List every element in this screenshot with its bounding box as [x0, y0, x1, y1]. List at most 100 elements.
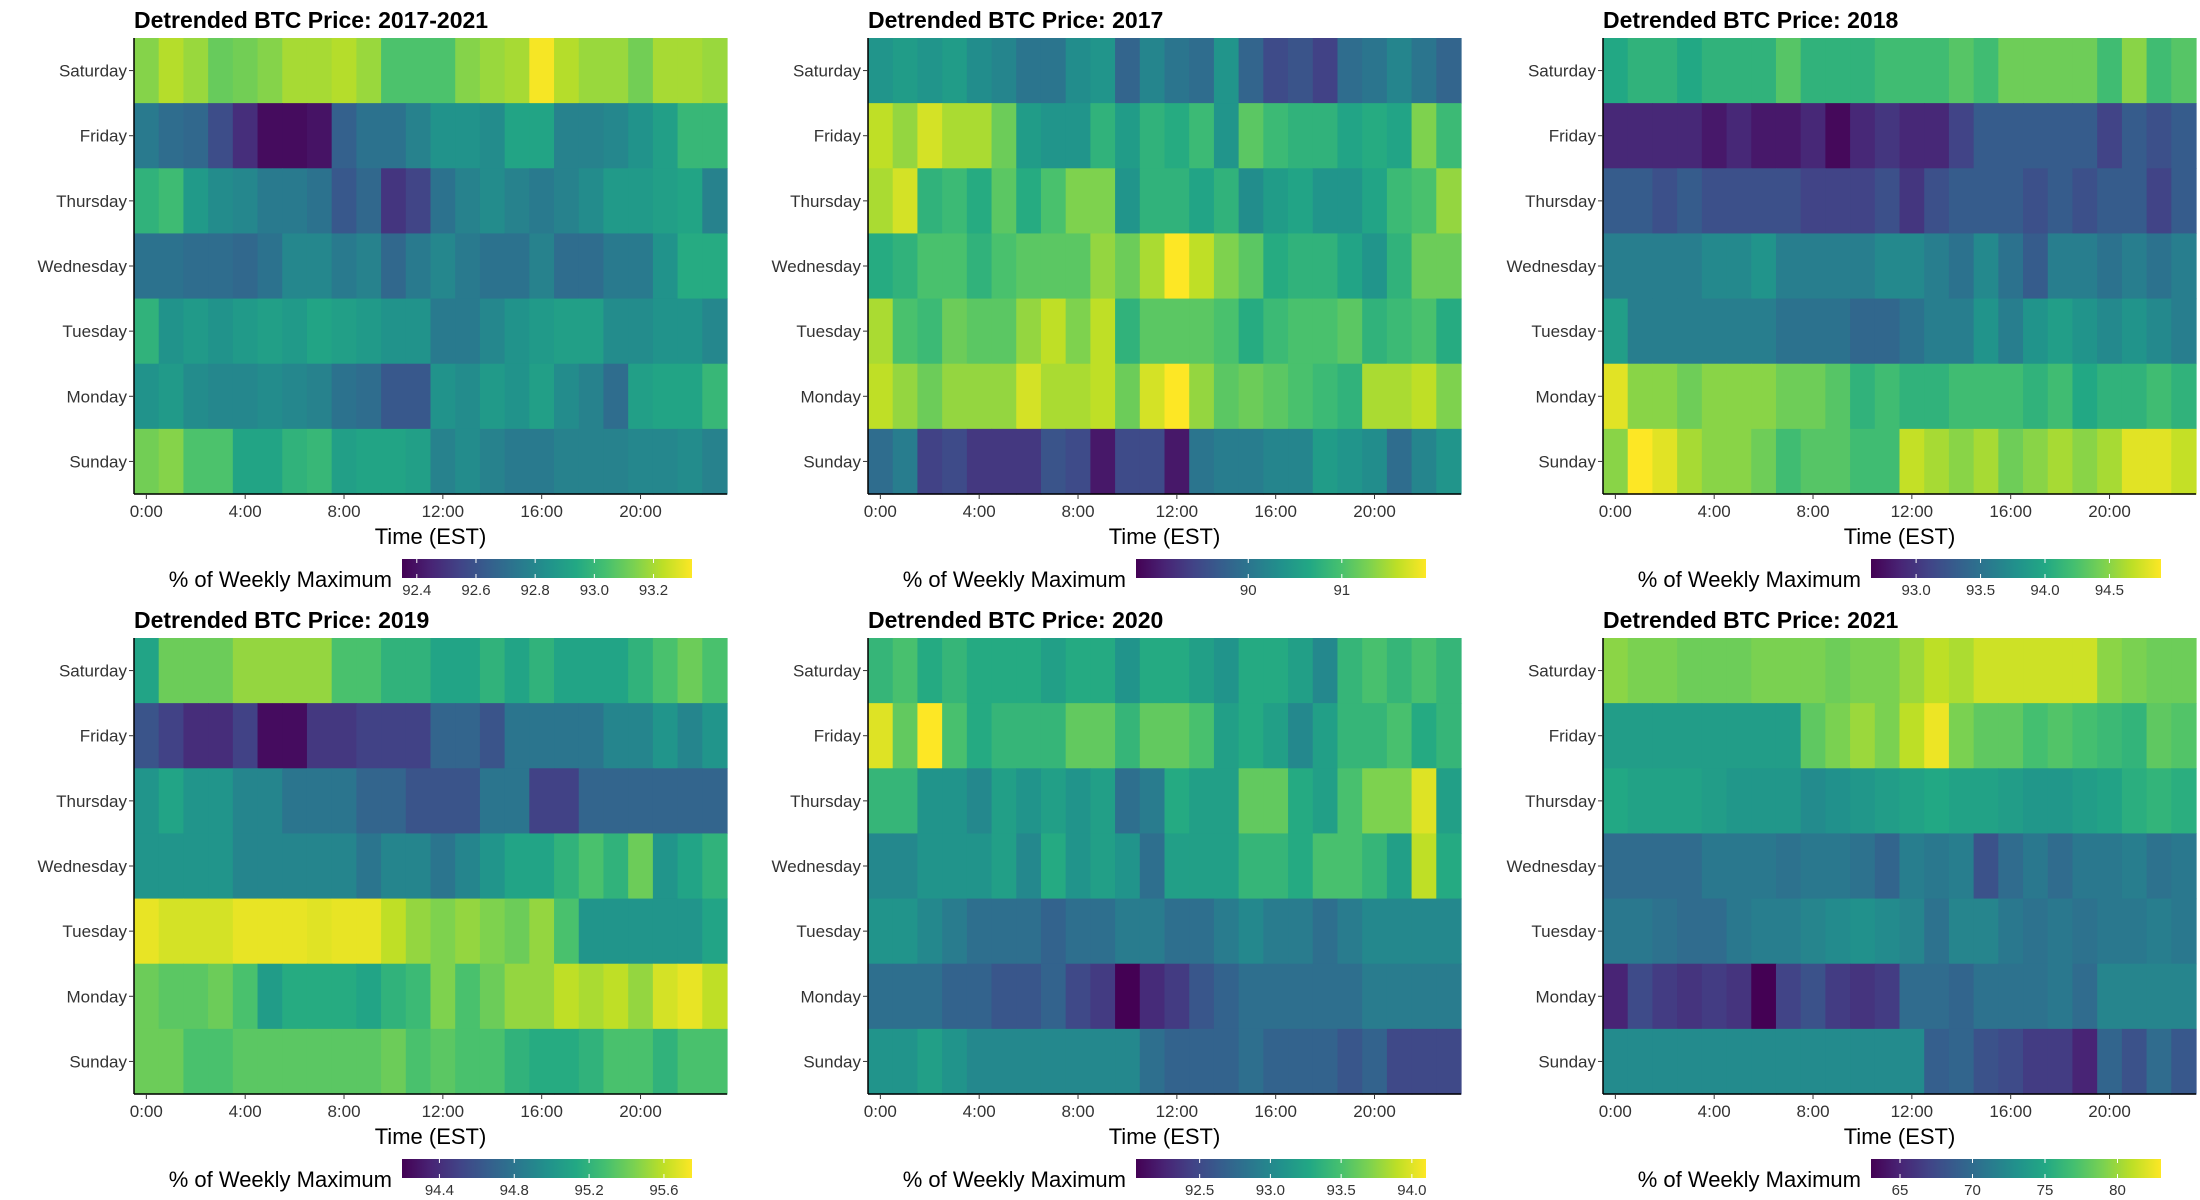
- heatmap-cell: [1775, 38, 1802, 104]
- heatmap-cell: [702, 363, 728, 430]
- heatmap-cell: [2146, 233, 2172, 300]
- heatmap-cell: [529, 298, 555, 365]
- panel-title: Detrended BTC Price: 2017-2021: [134, 7, 488, 33]
- heatmap-cell: [1998, 833, 2024, 900]
- heatmap-cell: [306, 363, 333, 430]
- heatmap-cell: [1899, 833, 1925, 900]
- heatmap-cell: [455, 103, 481, 169]
- heatmap-cell: [1948, 298, 1975, 365]
- heatmap-cell: [1164, 638, 1190, 704]
- day-label: Thursday: [790, 192, 861, 211]
- heatmap-cell: [2097, 233, 2123, 300]
- heatmap-cell: [208, 963, 234, 1030]
- heatmap-cell: [1288, 638, 1314, 704]
- heatmap-cell: [1139, 363, 1166, 430]
- heatmap-cell: [1726, 233, 1752, 300]
- heatmap-cell: [1288, 103, 1314, 169]
- heatmap-cell: [1850, 428, 1876, 495]
- heatmap-cell: [2072, 38, 2098, 104]
- heatmap-cell: [1850, 363, 1876, 430]
- heatmap-cell: [232, 703, 259, 769]
- heatmap-cell: [1899, 38, 1925, 104]
- heatmap-cell: [1800, 898, 1826, 965]
- heatmap-cell: [1288, 298, 1314, 365]
- heatmap-cell: [578, 833, 605, 900]
- heatmap-cell: [917, 103, 943, 169]
- heatmap-cell: [1337, 963, 1363, 1030]
- heatmap-cell: [1139, 898, 1166, 965]
- heatmap-cell: [405, 833, 432, 900]
- heatmap-cell: [1362, 703, 1388, 769]
- heatmap-cell: [966, 38, 993, 104]
- heatmap-cell: [2146, 1028, 2172, 1095]
- heatmap-cell: [1065, 768, 1091, 835]
- heatmap-cell: [677, 168, 703, 235]
- heatmap-cell: [628, 768, 654, 835]
- heatmap-cell: [578, 428, 605, 495]
- heatmap-cell: [1775, 833, 1802, 900]
- heatmap-cell: [1386, 233, 1413, 300]
- heatmap-cell: [455, 1028, 481, 1095]
- heatmap-cell: [1899, 703, 1925, 769]
- heatmap-cell: [1603, 103, 1629, 169]
- heatmap-cell: [1065, 1028, 1091, 1095]
- x-tick-label: 12:00: [1891, 1102, 1934, 1121]
- heatmap-cell: [2097, 638, 2123, 704]
- legend-tick-label: 94.0: [2030, 582, 2059, 599]
- day-label: Sunday: [1538, 1052, 1596, 1071]
- heatmap-cell: [1040, 638, 1067, 704]
- heatmap-cell: [1627, 38, 1654, 104]
- heatmap-cell: [381, 898, 407, 965]
- heatmap-cell: [677, 898, 703, 965]
- heatmap-cell: [356, 103, 382, 169]
- heatmap-cell: [158, 898, 185, 965]
- heatmap-cell: [603, 103, 629, 169]
- heatmap-cell: [1040, 103, 1067, 169]
- heatmap-cell: [578, 1028, 605, 1095]
- heatmap-cell: [1652, 963, 1678, 1030]
- heatmap-cell: [1139, 768, 1166, 835]
- heatmap-cell: [1213, 168, 1240, 235]
- day-label: Monday: [801, 987, 862, 1006]
- heatmap-cell: [1775, 898, 1802, 965]
- heatmap-cell: [183, 363, 209, 430]
- heatmap-cell: [991, 898, 1017, 965]
- heatmap-cell: [2121, 703, 2148, 769]
- heatmap-cell: [1312, 233, 1339, 300]
- heatmap-cell: [1973, 363, 1999, 430]
- heatmap-cell: [702, 833, 728, 900]
- legend-title: % of Weekly Maximum: [903, 1167, 1126, 1192]
- heatmap-cell: [1874, 703, 1901, 769]
- day-label: Tuesday: [796, 322, 861, 341]
- heatmap-cell: [1164, 963, 1190, 1030]
- heatmap-cell: [1189, 638, 1215, 704]
- heatmap-cell: [966, 963, 993, 1030]
- heatmap-cell: [966, 638, 993, 704]
- x-tick-label: 16:00: [1989, 502, 2032, 521]
- heatmap-cell: [942, 298, 968, 365]
- heatmap-cell: [942, 168, 968, 235]
- day-label: Thursday: [56, 192, 127, 211]
- heatmap-cell: [504, 298, 530, 365]
- heatmap-cell: [2072, 638, 2098, 704]
- heatmap-cell: [868, 168, 894, 235]
- heatmap-cell: [1825, 168, 1851, 235]
- heatmap-cell: [1411, 233, 1437, 300]
- heatmap-cell: [1701, 638, 1728, 704]
- heatmap-cell: [2121, 168, 2148, 235]
- heatmap-cell: [1726, 898, 1752, 965]
- heatmap-cell: [1065, 963, 1091, 1030]
- heatmap-cell: [306, 638, 333, 704]
- heatmap-cell: [991, 428, 1017, 495]
- heatmap-cell: [331, 233, 357, 300]
- heatmap-cell: [1677, 428, 1703, 495]
- heatmap-cell: [1411, 1028, 1437, 1095]
- heatmap-cell: [1924, 1028, 1950, 1095]
- heatmap-cell: [1213, 103, 1240, 169]
- heatmap-cell: [208, 233, 234, 300]
- heatmap-cell: [603, 233, 629, 300]
- heatmap-cell: [1411, 898, 1437, 965]
- heatmap-cell: [455, 363, 481, 430]
- heatmap-cell: [1213, 963, 1240, 1030]
- x-tick-label: 8:00: [1061, 1102, 1094, 1121]
